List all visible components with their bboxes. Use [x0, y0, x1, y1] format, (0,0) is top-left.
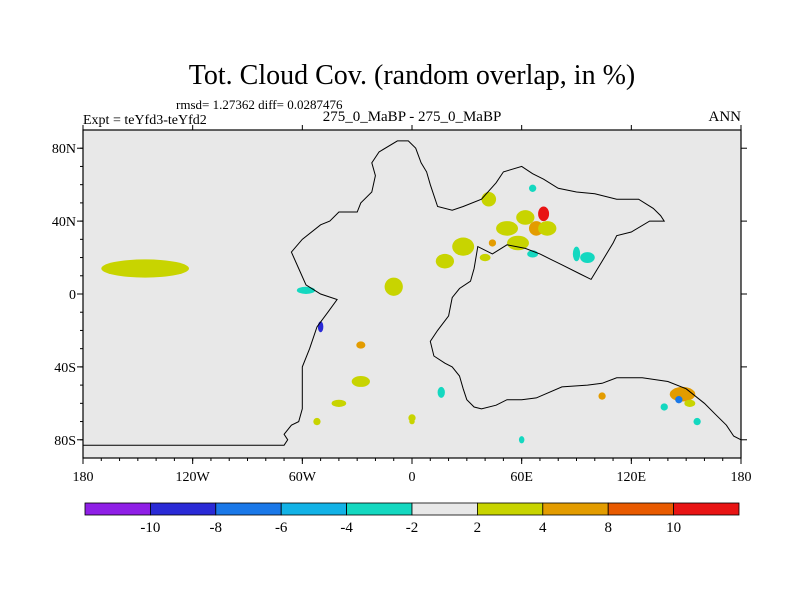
- x-tick-label: 120E: [617, 470, 647, 485]
- difference-patch: [518, 436, 525, 444]
- colorbar-swatch: [476, 502, 544, 516]
- colorbar-label: -10: [140, 520, 160, 536]
- difference-patch: [488, 239, 497, 247]
- x-tick-label: 60W: [289, 470, 317, 485]
- chart-title: Tot. Cloud Cov. (random overlap, in %): [189, 60, 635, 91]
- difference-patch: [384, 277, 403, 296]
- season-label: ANN: [709, 109, 742, 125]
- difference-patch: [507, 235, 529, 251]
- difference-patch: [660, 403, 668, 411]
- difference-patch: [538, 221, 557, 236]
- difference-patch: [516, 210, 535, 225]
- colorbar-label: -8: [210, 520, 223, 536]
- y-tick-label: 80N: [52, 142, 76, 157]
- difference-patch: [317, 321, 324, 333]
- difference-patch: [437, 386, 445, 398]
- difference-patch: [528, 184, 537, 192]
- x-tick-label: 180: [73, 470, 94, 485]
- colorbar-label: -2: [406, 520, 419, 536]
- colorbar-label: 2: [474, 520, 482, 536]
- difference-patch: [331, 399, 347, 407]
- stats-line: rmsd= 1.27362 diff= 0.0287476: [176, 97, 343, 112]
- x-tick-label: 60E: [510, 470, 533, 485]
- difference-patch: [538, 206, 550, 222]
- difference-patch: [101, 259, 190, 278]
- colorbar-swatch: [280, 502, 348, 516]
- difference-patch: [409, 418, 415, 425]
- colorbar-label: -4: [340, 520, 353, 536]
- x-tick-label: 0: [409, 470, 416, 485]
- difference-patch: [452, 237, 475, 256]
- coastline: [83, 140, 741, 446]
- map-plot-area: [82, 129, 742, 459]
- colorbar-label: 4: [539, 520, 547, 536]
- difference-patch: [356, 341, 366, 349]
- difference-patch: [435, 253, 455, 269]
- difference-patch: [572, 246, 581, 262]
- x-tick-label: 180: [731, 470, 752, 485]
- colorbar-swatch: [215, 502, 282, 516]
- difference-patch: [351, 376, 370, 387]
- colorbar-swatch: [673, 502, 740, 516]
- difference-patch: [580, 252, 595, 264]
- colorbar-swatch: [84, 502, 151, 516]
- colorbar-swatch: [411, 502, 478, 516]
- expt-label: Expt = teYfd3-teYfd2: [83, 113, 207, 128]
- subtitle: 275_0_MaBP - 275_0_MaBP: [323, 109, 502, 125]
- map-background: [83, 130, 741, 458]
- x-tick-label: 120W: [176, 470, 211, 485]
- difference-patch: [669, 386, 696, 402]
- colorbar-swatch: [542, 502, 609, 516]
- difference-patch: [675, 396, 683, 404]
- y-tick-label: 80S: [54, 434, 76, 449]
- difference-patch: [496, 221, 519, 236]
- colorbar-label: 10: [666, 520, 681, 536]
- difference-patch: [481, 191, 497, 207]
- y-tick-label: 0: [69, 288, 76, 303]
- colorbar-swatch: [346, 502, 413, 516]
- y-tick-label: 40N: [52, 215, 76, 230]
- y-tick-label: 40S: [54, 361, 76, 376]
- colorbar-swatch: [149, 502, 217, 516]
- difference-patch: [693, 417, 701, 426]
- difference-patch: [684, 399, 696, 407]
- colorbar-label: 8: [604, 520, 612, 536]
- colorbar-label: -6: [275, 520, 288, 536]
- colorbar-swatch: [607, 502, 675, 516]
- difference-patch: [296, 286, 316, 294]
- difference-patch: [313, 417, 321, 426]
- difference-patch: [479, 253, 491, 262]
- difference-patch: [598, 392, 606, 400]
